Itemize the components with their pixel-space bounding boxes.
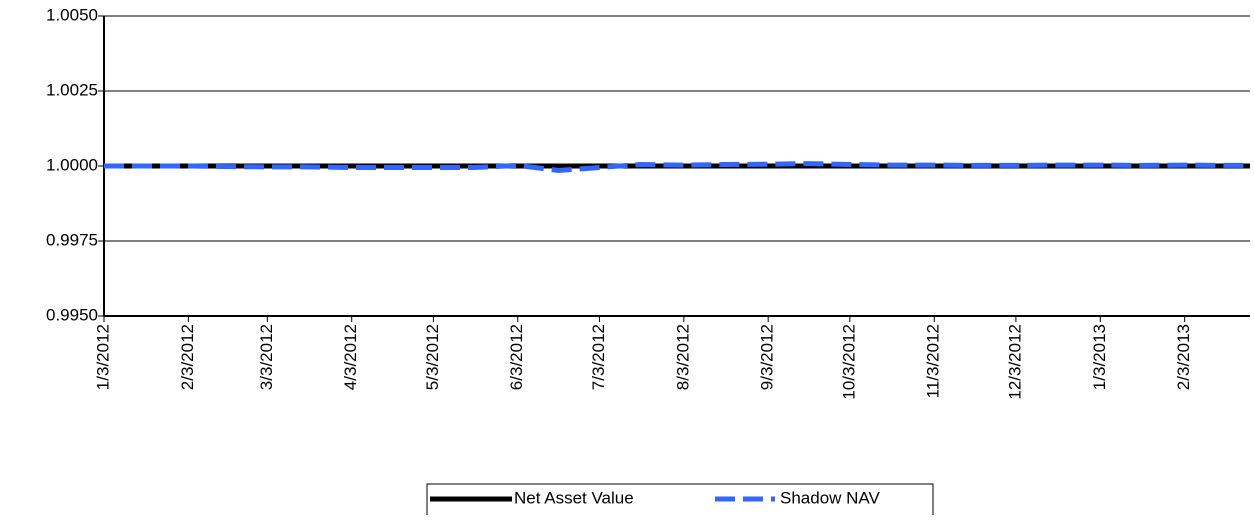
- legend-label: Shadow NAV: [780, 488, 881, 507]
- legend-label: Net Asset Value: [514, 488, 634, 507]
- x-tick-label: 10/3/2012: [839, 324, 858, 400]
- x-tick-label: 9/3/2012: [758, 324, 777, 390]
- y-tick-label: 1.0000: [46, 155, 98, 174]
- x-tick-label: 1/3/2012: [93, 324, 112, 390]
- x-tick-label: 7/3/2012: [589, 324, 608, 390]
- x-tick-label: 6/3/2012: [507, 324, 526, 390]
- x-tick-label: 4/3/2012: [341, 324, 360, 390]
- x-tick-label: 12/3/2012: [1005, 324, 1024, 400]
- y-tick-label: 0.9950: [46, 305, 98, 324]
- x-tick-label: 1/3/2013: [1090, 324, 1109, 390]
- y-tick-label: 1.0050: [46, 5, 98, 24]
- y-tick-label: 0.9975: [46, 230, 98, 249]
- x-tick-label: 5/3/2012: [423, 324, 442, 390]
- data-line: [104, 161, 1250, 174]
- legend: Net Asset Value Shadow NAV: [426, 483, 934, 518]
- x-tick-label: 11/3/2012: [924, 324, 943, 398]
- y-tick-label: 1.0025: [46, 80, 98, 99]
- x-tick-label: 2/3/2012: [178, 324, 197, 390]
- x-tick-label: 3/3/2012: [257, 324, 276, 390]
- x-tick-label: 8/3/2012: [673, 324, 692, 390]
- x-tick-label: 2/3/2013: [1174, 324, 1193, 390]
- legend-box: [426, 483, 934, 518]
